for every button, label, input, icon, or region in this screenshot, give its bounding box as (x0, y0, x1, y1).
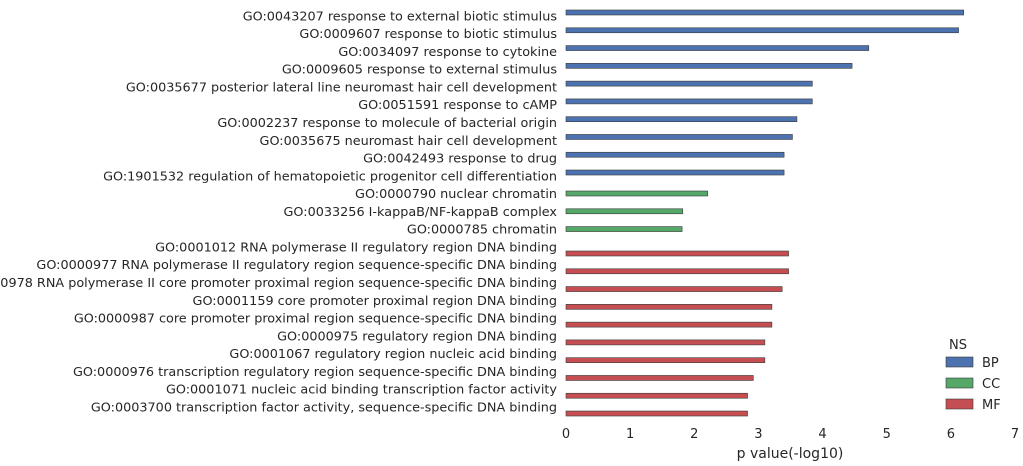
bar-bp (565, 134, 793, 140)
bar-bp (565, 63, 853, 69)
bar-bp (565, 98, 813, 105)
x-tick-label: 4 (818, 427, 826, 442)
bar-mf (565, 286, 783, 292)
x-tick-label: 2 (690, 427, 698, 442)
x-tick-label: 1 (626, 427, 634, 442)
category-label: GO:0000978 RNA polymerase II core promot… (0, 276, 557, 291)
legend-title: NS (949, 338, 967, 353)
bar-bp (565, 169, 785, 176)
bar-mf (565, 250, 789, 257)
x-tick-label: 5 (883, 427, 891, 442)
bar-bp (565, 151, 785, 158)
legend-swatch-cc (945, 377, 974, 389)
category-label: GO:0033256 I-kappaB/NF-kappaB complex (284, 205, 558, 220)
category-label: GO:0043207 response to external biotic s… (243, 9, 558, 24)
category-label: GO:0001012 RNA polymerase II regulatory … (155, 240, 557, 255)
bar-cc (565, 226, 683, 232)
category-label: GO:0035675 neuromast hair cell developme… (260, 134, 557, 149)
x-tick-labels-group: 0 1 2 3 4 5 6 7 (562, 427, 1019, 442)
category-labels-group: GO:0043207 response to external biotic s… (0, 9, 557, 415)
bar-cc (565, 208, 684, 215)
bar-mf (565, 339, 766, 346)
x-tick-label: 7 (1011, 427, 1019, 442)
category-label: GO:0035677 posterior lateral line neurom… (126, 80, 557, 95)
bar-cc (565, 190, 709, 197)
category-label: GO:0001071 nucleic acid binding transcri… (166, 383, 557, 398)
legend-label-cc: CC (982, 377, 1000, 392)
x-axis-label: p value(-log10) (737, 446, 844, 462)
bar-bp (565, 45, 870, 51)
bar-mf (565, 321, 773, 328)
legend: NS BP CC MF (945, 338, 1001, 413)
bar-bp (565, 27, 959, 34)
legend-swatch-mf (945, 398, 974, 410)
category-label: GO:0009607 response to biotic stimulus (299, 27, 557, 42)
category-label: GO:0000977 RNA polymerase II regulatory … (36, 258, 557, 273)
category-label: GO:0002237 response to molecule of bacte… (217, 116, 557, 131)
bar-bp (565, 116, 798, 122)
x-tick-label: 0 (562, 427, 570, 442)
category-label: GO:1901532 regulation of hematopoietic p… (103, 169, 557, 184)
category-label: GO:0000785 chromatin (407, 223, 557, 238)
category-label: GO:0003700 transcription factor activity… (91, 400, 557, 415)
category-label: GO:0000987 core promoter proximal region… (74, 312, 557, 327)
bar-bp (565, 9, 964, 16)
category-label: GO:0042493 response to drug (363, 152, 557, 167)
category-label: GO:0001067 regulatory region nucleic aci… (229, 347, 557, 362)
bars-group (565, 9, 964, 417)
bar-mf (565, 410, 748, 417)
bar-mf (565, 268, 789, 275)
legend-swatch-bp (945, 356, 974, 368)
bar-bp (565, 80, 813, 87)
category-label: GO:0000790 nuclear chromatin (355, 187, 557, 202)
category-label: GO:0051591 response to cAMP (358, 98, 557, 113)
legend-label-mf: MF (982, 398, 1001, 413)
category-label: GO:0000975 regulatory region DNA binding (277, 329, 557, 344)
legend-label-bp: BP (982, 356, 999, 371)
bar-mf (565, 392, 748, 399)
bar-mf (565, 304, 773, 310)
category-label: GO:0000976 transcription regulatory regi… (73, 365, 557, 380)
bar-mf (565, 375, 754, 381)
category-label: GO:0009605 response to external stimulus (282, 63, 557, 78)
x-tick-label: 6 (947, 427, 955, 442)
category-label: GO:0034097 response to cytokine (338, 45, 557, 60)
category-label: GO:0001159 core promoter proximal region… (193, 294, 557, 309)
bar-mf (565, 357, 766, 363)
x-tick-label: 3 (754, 427, 762, 442)
